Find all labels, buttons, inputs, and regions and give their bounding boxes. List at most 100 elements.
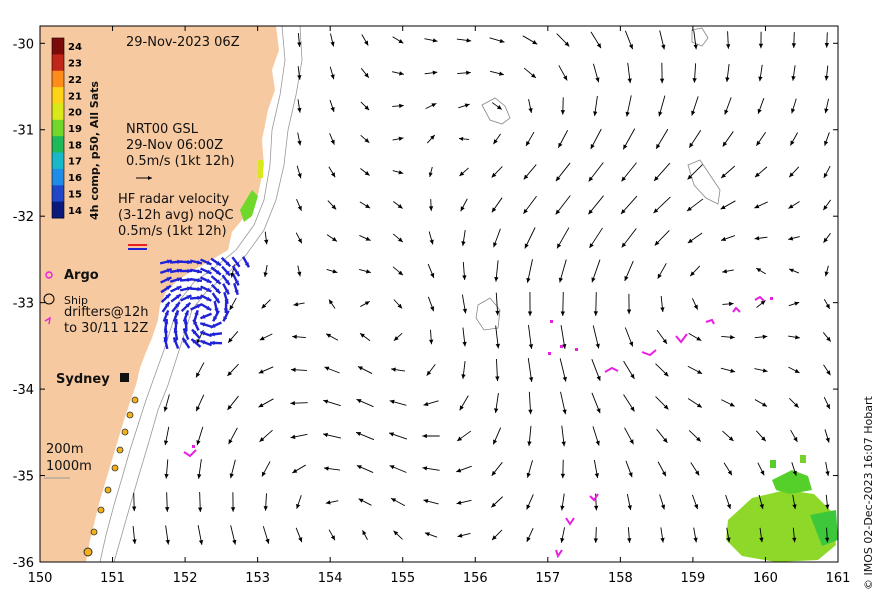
current-arrow bbox=[426, 364, 436, 376]
current-arrow bbox=[456, 499, 472, 505]
current-arrow bbox=[457, 70, 471, 75]
current-arrow bbox=[822, 199, 832, 211]
current-arrow bbox=[724, 97, 732, 115]
current-arrow bbox=[164, 459, 169, 479]
current-arrow bbox=[428, 231, 434, 245]
radar-vector bbox=[160, 292, 172, 304]
current-arrow bbox=[560, 97, 566, 115]
colorbar-swatch bbox=[52, 38, 64, 55]
current-arrow bbox=[229, 459, 236, 479]
current-arrow bbox=[754, 368, 768, 373]
current-arrow bbox=[725, 494, 731, 510]
radar-vector bbox=[210, 283, 222, 295]
sydney-label: Sydney bbox=[56, 372, 110, 387]
current-arrow bbox=[462, 327, 467, 347]
current-arrow bbox=[195, 394, 205, 412]
current-arrow bbox=[722, 269, 734, 274]
current-arrow bbox=[328, 529, 336, 541]
current-arrow bbox=[163, 394, 170, 412]
radar-vector bbox=[200, 267, 212, 275]
radar-legend-line1: HF radar velocity bbox=[118, 192, 230, 207]
current-arrow bbox=[262, 526, 270, 544]
radar-vector bbox=[191, 328, 201, 340]
lon-tick-label: 156 bbox=[463, 571, 488, 586]
current-arrow bbox=[792, 527, 797, 543]
current-arrow bbox=[754, 334, 768, 339]
gsl-legend-line2: 29-Nov 06:00Z bbox=[126, 138, 224, 153]
colorbar-label: 22 bbox=[68, 75, 82, 86]
radar-vector bbox=[212, 310, 220, 322]
radar-vector bbox=[190, 338, 202, 348]
current-arrow bbox=[261, 461, 271, 477]
current-arrow bbox=[593, 95, 598, 117]
current-arrow bbox=[389, 465, 407, 473]
current-arrow bbox=[323, 466, 341, 471]
gsl-legend-line3: 0.5m/s (1kt 12h) bbox=[126, 154, 235, 169]
current-arrow bbox=[393, 530, 403, 540]
current-arrow bbox=[491, 496, 503, 508]
drifter-tracks bbox=[183, 295, 773, 559]
current-arrow bbox=[296, 495, 302, 509]
radar-vector bbox=[189, 268, 203, 274]
current-arrow bbox=[593, 292, 599, 316]
current-arrow bbox=[523, 195, 537, 215]
legend-symbols bbox=[43, 176, 152, 479]
current-arrow bbox=[263, 493, 268, 511]
lat-tick-label: -30 bbox=[13, 37, 34, 52]
lon-tick-label: 159 bbox=[680, 571, 705, 586]
current-arrow bbox=[426, 134, 436, 144]
current-arrow bbox=[459, 167, 469, 177]
current-arrow bbox=[360, 101, 370, 111]
current-arrow bbox=[198, 491, 203, 513]
current-arrow bbox=[626, 493, 632, 511]
current-arrow bbox=[527, 425, 532, 447]
current-arrow bbox=[528, 391, 533, 415]
radar-vector bbox=[242, 256, 250, 268]
current-arrow bbox=[758, 494, 764, 510]
current-arrow bbox=[292, 334, 306, 339]
colorbar-swatch bbox=[52, 136, 64, 154]
current-arrow bbox=[461, 361, 466, 379]
radar-vector bbox=[180, 294, 192, 302]
current-arrow bbox=[261, 299, 271, 309]
radar-vector bbox=[183, 318, 189, 332]
current-arrow bbox=[388, 432, 408, 440]
current-arrow bbox=[131, 492, 137, 512]
current-arrow bbox=[263, 264, 268, 278]
current-arrow bbox=[791, 462, 797, 476]
current-arrow bbox=[227, 395, 239, 411]
current-arrow bbox=[427, 263, 435, 279]
current-arrow bbox=[591, 392, 601, 414]
current-arrow bbox=[722, 131, 734, 147]
current-arrow bbox=[627, 62, 632, 84]
current-arrow bbox=[688, 332, 702, 342]
radar-vector bbox=[172, 336, 180, 350]
radar-legend-line3: 0.5m/s (1kt 12h) bbox=[118, 224, 227, 239]
radar-vector bbox=[231, 256, 241, 268]
current-arrow bbox=[726, 31, 731, 49]
drifter-track bbox=[754, 295, 765, 302]
colorbar-label: 15 bbox=[68, 189, 82, 200]
radar-vector bbox=[200, 294, 212, 302]
current-arrow bbox=[322, 432, 342, 439]
current-arrow bbox=[495, 358, 500, 382]
current-arrow bbox=[297, 265, 302, 277]
radar-vector bbox=[210, 257, 222, 267]
current-arrow bbox=[163, 426, 170, 446]
current-arrow bbox=[392, 266, 404, 276]
current-arrow bbox=[623, 360, 635, 380]
radar-vector bbox=[200, 285, 212, 293]
current-arrow bbox=[823, 165, 831, 179]
drifter-point bbox=[192, 445, 195, 448]
current-arrow bbox=[424, 70, 438, 75]
current-arrow bbox=[559, 358, 567, 382]
current-arrow bbox=[593, 527, 599, 543]
current-arrow bbox=[132, 526, 137, 544]
current-arrow bbox=[456, 430, 472, 442]
radar-vector bbox=[182, 327, 190, 341]
current-arrow bbox=[592, 325, 600, 349]
current-arrow bbox=[624, 260, 634, 282]
current-arrow bbox=[560, 325, 567, 349]
drifter-point bbox=[548, 352, 551, 355]
current-arrow bbox=[295, 527, 303, 543]
